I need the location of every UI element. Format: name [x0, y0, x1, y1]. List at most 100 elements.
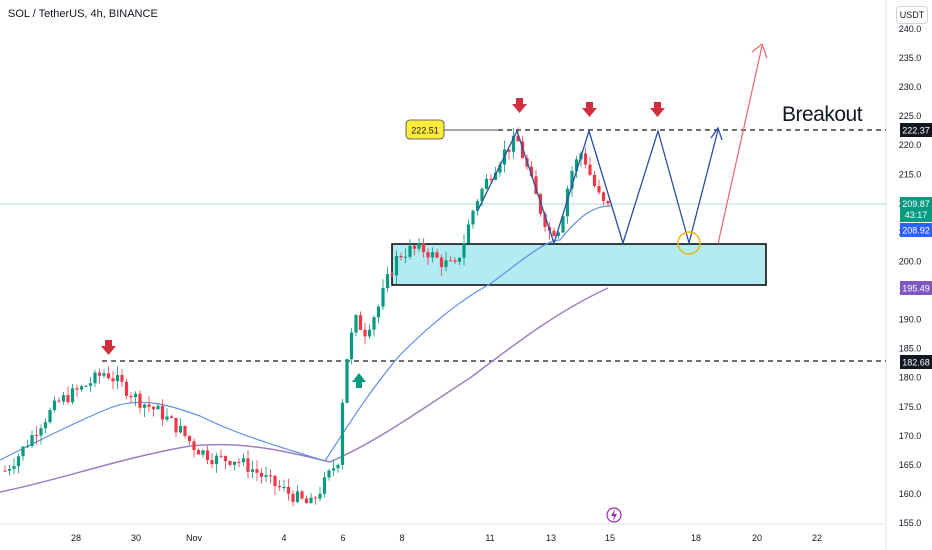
candle-body [511, 135, 516, 152]
candle-body [304, 498, 309, 504]
time-tick-label: 13 [546, 533, 556, 543]
candle-body [426, 252, 430, 258]
candle-body [331, 468, 336, 471]
candle-body [390, 274, 394, 276]
candle-body [57, 400, 61, 402]
support-tag-text: 182.68 [902, 358, 930, 368]
ma-slow-tag [900, 281, 932, 295]
candle-body [228, 461, 232, 465]
candle-body [561, 216, 565, 233]
time-tick-label: 4 [281, 533, 286, 543]
candle-body [421, 243, 426, 253]
candle-body [448, 260, 453, 262]
candle-body [399, 256, 403, 258]
candle-body [52, 400, 57, 411]
candle-body [457, 257, 462, 262]
candle-body [223, 456, 228, 462]
ma-fast-tag [900, 223, 932, 237]
candle-body [214, 455, 219, 465]
time-tick-label: 20 [752, 533, 762, 543]
candle-body [156, 405, 160, 410]
candle-body [264, 475, 268, 477]
candle-body [48, 410, 52, 423]
price-tick-label: 190.0 [899, 315, 922, 325]
candle-body [115, 375, 120, 382]
candle-body [12, 466, 16, 470]
top-arrows [101, 98, 665, 355]
price-tags: 222.37 209.87 43:17 208.92 195.49 182.68 [900, 123, 932, 369]
candle-body [588, 164, 592, 175]
candle-body [556, 232, 561, 236]
time-axis[interactable]: 28 30 Nov 4 6 8 11 13 15 18 20 22 [71, 533, 822, 543]
candle-body [102, 373, 106, 376]
price-tick-label: 165.0 [899, 460, 922, 470]
candle-body [340, 402, 345, 465]
candle-body [408, 245, 412, 257]
time-tick-label: 30 [131, 533, 141, 543]
candle-body [574, 159, 579, 171]
candle-body [43, 422, 48, 429]
time-tick-label: 28 [71, 533, 81, 543]
candle-body [124, 381, 129, 396]
candle-body [120, 375, 124, 382]
candle-body [336, 464, 340, 469]
candle-body [7, 469, 12, 471]
candle-body [498, 164, 502, 173]
candle-body [606, 201, 610, 204]
candle-body [255, 469, 259, 473]
candle-body [394, 256, 399, 276]
candle-body [295, 491, 300, 502]
currency-button[interactable]: USDT [896, 6, 928, 24]
candle-body [543, 213, 547, 227]
candle-body [309, 497, 313, 504]
candle-body [93, 372, 97, 384]
candle-body [376, 306, 381, 318]
candle-body [597, 185, 601, 193]
candle-body [592, 174, 597, 186]
candle-body [183, 425, 187, 436]
price-tick-label: 185.0 [899, 344, 922, 354]
support-zone [391, 243, 767, 286]
resistance-callout-text: 222.51 [411, 126, 439, 136]
candle-body [354, 315, 358, 333]
candle-body [367, 329, 372, 337]
candle-body [129, 395, 133, 398]
candle-body [201, 450, 205, 455]
candle-body [363, 329, 367, 337]
symbol-title: SOL / TetherUS, 4h, BINANCE [8, 8, 158, 20]
price-tick-label: 215.0 [899, 169, 922, 179]
candle-body [169, 416, 174, 418]
candle-body [259, 472, 264, 477]
time-tick-label: 6 [340, 533, 345, 543]
candle-body [250, 469, 255, 472]
candle-body [174, 417, 178, 433]
candle-body [151, 406, 156, 410]
candle-body [246, 458, 250, 472]
candle-body [219, 455, 223, 457]
candle-body [88, 383, 93, 386]
ma-fast-line [0, 205, 613, 462]
candle-body [241, 458, 246, 463]
candle-body [349, 332, 354, 360]
candle-body [534, 176, 538, 195]
candle-body [412, 245, 417, 249]
candle-body [97, 372, 102, 376]
candle-body [273, 475, 277, 487]
candle-body [232, 461, 237, 465]
last-price-tag-text: 209.87 [902, 199, 930, 209]
ma-slow-tag-text: 195.49 [902, 284, 930, 294]
price-tick-label: 240.0 [899, 24, 922, 34]
price-tick-label: 160.0 [899, 489, 922, 499]
candle-body [192, 441, 196, 451]
price-axis[interactable]: 155.0 160.0 165.0 170.0 175.0 180.0 185.0 190.0… [899, 24, 922, 528]
candle-body [475, 201, 480, 211]
candle-body [291, 493, 295, 502]
candle-body [565, 188, 570, 217]
price-tick-label: 200.0 [899, 256, 922, 266]
candle-body [484, 178, 489, 189]
time-tick-label: 8 [399, 533, 404, 543]
candle-body [403, 256, 408, 258]
bounce-circle [677, 231, 701, 255]
candle-body [529, 166, 534, 177]
